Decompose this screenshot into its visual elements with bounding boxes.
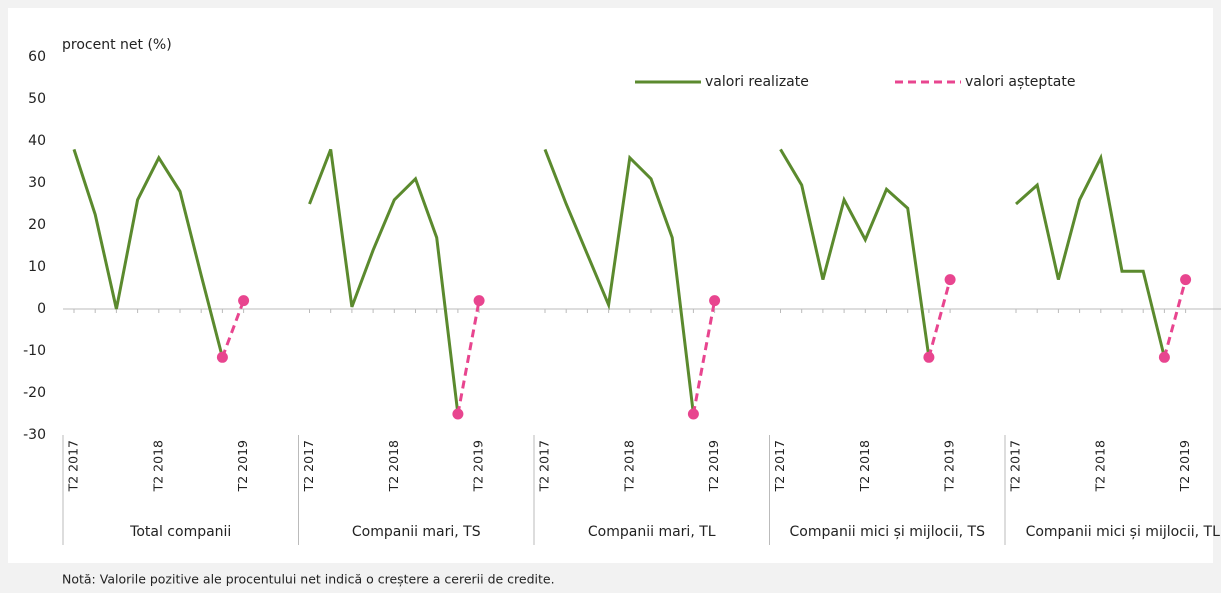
- y-tick-label: 0: [37, 301, 46, 317]
- x-tick-label: T2 2017: [1008, 440, 1023, 492]
- y-tick-label: 60: [28, 49, 46, 65]
- x-tick-label: T2 2019: [1177, 440, 1192, 492]
- point: [709, 295, 721, 307]
- y-tick-label: 30: [28, 175, 46, 191]
- point: [944, 274, 956, 286]
- x-tick-label: T2 2018: [1092, 440, 1107, 492]
- note: Notă: Valorile pozitive ale procentului …: [62, 572, 555, 587]
- group-label: Companii mici și mijlocii, TL: [1026, 524, 1221, 540]
- y-tick-label: 50: [28, 91, 46, 107]
- x-tick-label: T2 2018: [621, 440, 636, 492]
- series-line: [308, 148, 460, 415]
- point: [1180, 274, 1192, 286]
- series-line: [691, 300, 717, 415]
- y-tick-label: -20: [23, 385, 46, 401]
- x-tick-label: T2 2017: [537, 440, 552, 492]
- point: [1158, 351, 1170, 363]
- series-line: [456, 300, 481, 415]
- x-tick-label: T2 2019: [942, 440, 957, 492]
- legend-label: valori așteptate: [965, 74, 1075, 90]
- y-axis-label: procent net (%): [62, 37, 172, 53]
- series-line: [543, 148, 695, 415]
- point: [923, 351, 935, 363]
- x-tick-label: T2 2018: [857, 440, 872, 492]
- legend-label: valori realizate: [705, 74, 809, 90]
- series-line: [220, 300, 246, 358]
- point: [452, 408, 464, 420]
- x-tick-label: T2 2018: [386, 440, 401, 492]
- series-line: [1015, 153, 1166, 358]
- y-tick-label: 10: [28, 259, 46, 275]
- x-tick-label: T2 2019: [235, 440, 250, 492]
- series-line: [927, 279, 952, 358]
- x-tick-label: T2 2019: [471, 440, 486, 492]
- y-tick-label: 40: [28, 133, 46, 149]
- y-tick-label: 20: [28, 217, 46, 233]
- point: [473, 295, 485, 307]
- x-tick-label: T2 2017: [772, 440, 787, 492]
- x-tick-label: T2 2017: [66, 440, 81, 492]
- group-label: Companii mari, TL: [588, 524, 716, 540]
- series-line: [1162, 279, 1188, 358]
- group-label: Companii mari, TS: [352, 524, 481, 540]
- point: [238, 295, 250, 307]
- point: [687, 408, 699, 420]
- series-line: [72, 148, 224, 358]
- x-tick-label: T2 2018: [150, 440, 165, 492]
- x-tick-label: T2 2017: [301, 440, 316, 492]
- series-line: [779, 148, 931, 358]
- x-tick-label: T2 2019: [706, 440, 721, 492]
- group-label: Total companii: [129, 524, 231, 540]
- point: [216, 351, 228, 363]
- y-tick-label: -30: [23, 427, 46, 443]
- group-label: Companii mici și mijlocii, TS: [790, 524, 986, 540]
- y-tick-label: -10: [23, 343, 46, 359]
